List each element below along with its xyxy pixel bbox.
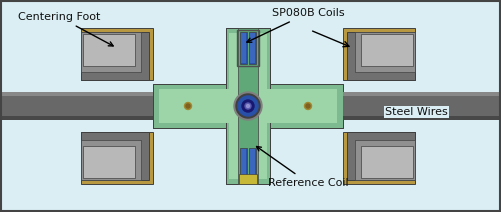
- Bar: [361, 34, 413, 66]
- Bar: [0, 116, 153, 120]
- Circle shape: [234, 92, 262, 120]
- Circle shape: [236, 94, 260, 118]
- Bar: [250, 33, 255, 63]
- Circle shape: [305, 102, 312, 110]
- Bar: [0, 116, 501, 120]
- Text: Steel Wires: Steel Wires: [385, 107, 448, 117]
- Circle shape: [306, 104, 310, 108]
- Bar: [347, 32, 415, 80]
- Bar: [153, 84, 343, 128]
- Bar: [230, 34, 266, 178]
- Text: SP080B Coils: SP080B Coils: [247, 8, 345, 42]
- Bar: [361, 146, 413, 178]
- Bar: [81, 32, 141, 72]
- Bar: [249, 148, 256, 180]
- Circle shape: [186, 104, 190, 108]
- Bar: [81, 28, 153, 80]
- Bar: [355, 32, 415, 72]
- Bar: [83, 34, 135, 66]
- Bar: [0, 92, 153, 96]
- Circle shape: [238, 96, 258, 116]
- Bar: [355, 140, 415, 180]
- Text: Reference Coil: Reference Coil: [257, 146, 349, 188]
- Circle shape: [245, 103, 251, 109]
- Bar: [159, 89, 337, 123]
- Bar: [240, 32, 247, 64]
- Bar: [153, 84, 343, 128]
- Bar: [239, 174, 257, 184]
- Bar: [249, 32, 256, 64]
- Bar: [229, 33, 267, 179]
- Bar: [237, 30, 259, 66]
- Bar: [81, 32, 149, 80]
- Bar: [161, 90, 335, 122]
- Bar: [0, 92, 153, 120]
- Bar: [81, 140, 141, 180]
- Bar: [343, 28, 415, 80]
- Bar: [81, 132, 153, 184]
- Bar: [83, 146, 135, 178]
- Bar: [250, 149, 255, 179]
- Bar: [0, 92, 501, 120]
- Text: Centering Foot: Centering Foot: [18, 12, 113, 46]
- Circle shape: [184, 102, 191, 110]
- Bar: [226, 28, 270, 184]
- Bar: [343, 116, 501, 120]
- Bar: [81, 132, 149, 180]
- Circle shape: [242, 100, 254, 112]
- Bar: [226, 28, 270, 184]
- Bar: [343, 92, 501, 120]
- Bar: [241, 149, 246, 179]
- Bar: [241, 33, 246, 63]
- Circle shape: [246, 105, 249, 107]
- Bar: [347, 132, 415, 180]
- Bar: [238, 28, 258, 184]
- Bar: [0, 92, 501, 96]
- Bar: [240, 148, 247, 180]
- Bar: [343, 132, 415, 184]
- Bar: [343, 92, 501, 96]
